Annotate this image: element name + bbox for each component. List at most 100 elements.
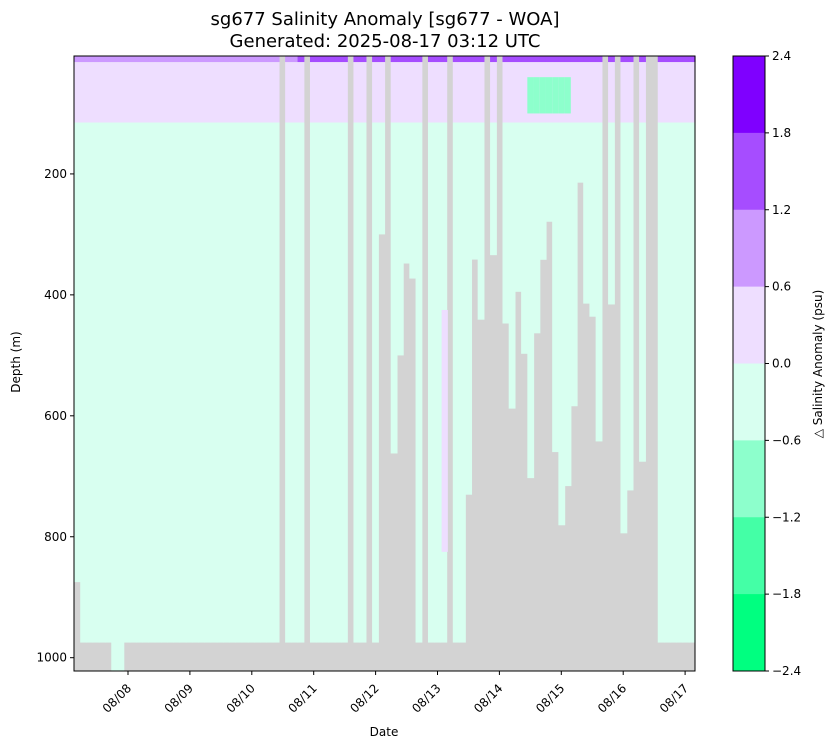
anomaly-cell	[254, 62, 261, 123]
anomaly-cell	[514, 122, 522, 292]
anomaly-cell	[676, 56, 684, 63]
anomaly-cell	[254, 56, 261, 63]
anomaly-cell	[334, 62, 342, 123]
dive-column	[682, 56, 690, 643]
anomaly-cell	[148, 56, 156, 63]
dive-column	[688, 56, 696, 643]
anomaly-cell	[527, 56, 535, 63]
anomaly-cell	[552, 56, 559, 63]
anomaly-cell	[533, 56, 541, 63]
dive-column	[216, 56, 224, 643]
anomaly-cell	[570, 122, 578, 407]
chart-title-line1: sg677 Salinity Anomaly [sg677 - WOA]	[211, 9, 560, 30]
anomaly-cell	[129, 56, 137, 63]
anomaly-cell	[309, 56, 317, 63]
anomaly-cell	[539, 122, 547, 260]
anomaly-cell	[142, 122, 150, 643]
anomaly-cell	[247, 56, 255, 63]
dive-column	[74, 56, 81, 583]
x-tick-label: 08/17	[657, 681, 691, 715]
dive-column	[136, 56, 143, 643]
anomaly-cell	[216, 56, 224, 63]
anomaly-cell	[334, 56, 342, 63]
anomaly-cell	[465, 56, 473, 63]
colorbar-swatch	[733, 594, 765, 672]
anomaly-cell	[490, 62, 497, 123]
anomaly-cell	[123, 122, 131, 643]
anomaly-cell	[322, 122, 330, 643]
anomaly-cell	[595, 62, 603, 123]
anomaly-cell	[266, 62, 274, 123]
anomaly-cell	[86, 56, 94, 63]
anomaly-cell	[682, 62, 690, 123]
anomaly-cell	[558, 122, 566, 526]
dive-column	[657, 56, 665, 643]
anomaly-cell	[272, 122, 280, 643]
anomaly-cell	[577, 122, 584, 183]
anomaly-cell	[98, 62, 106, 123]
anomaly-cell	[173, 62, 181, 123]
anomaly-cell	[210, 122, 218, 643]
dive-column	[514, 56, 522, 292]
colorbar: 2.4 1.8 1.2 0.6 0.0 −0.6 −1.2 −1.8 −2.4	[732, 49, 801, 678]
colorbar-swatch	[733, 517, 765, 595]
dive-column	[98, 56, 106, 643]
anomaly-cell	[334, 122, 342, 643]
x-tick-label: 08/15	[533, 681, 567, 715]
anomaly-cell	[92, 62, 100, 123]
anomaly-cell	[136, 62, 143, 123]
anomaly-cell	[359, 122, 367, 643]
anomaly-cell	[353, 62, 361, 123]
anomaly-cell	[353, 56, 361, 63]
anomaly-cell	[210, 62, 218, 123]
dive-column	[297, 56, 305, 643]
dive-column	[154, 56, 162, 643]
anomaly-cell	[452, 56, 460, 63]
anomaly-cell	[322, 62, 330, 123]
anomaly-cell	[372, 56, 379, 63]
anomaly-cell	[185, 122, 193, 643]
anomaly-cell	[434, 62, 441, 123]
dive-column	[372, 56, 379, 643]
anomaly-cell	[490, 56, 497, 63]
anomaly-cell	[452, 62, 460, 123]
anomaly-cell	[471, 122, 479, 260]
anomaly-cell	[198, 56, 206, 63]
anomaly-cell	[80, 122, 88, 643]
dive-column	[415, 56, 423, 643]
dive-column	[353, 56, 361, 643]
x-tick-label: 08/10	[224, 681, 258, 715]
anomaly-cell	[117, 62, 125, 123]
anomaly-cell	[552, 77, 559, 114]
anomaly-cell	[260, 122, 268, 643]
anomaly-cell	[589, 62, 597, 123]
anomaly-cell	[514, 56, 522, 63]
dive-column	[328, 56, 336, 643]
dive-column	[341, 56, 348, 643]
anomaly-cell	[608, 62, 615, 123]
dive-column	[334, 56, 342, 643]
anomaly-cell	[105, 56, 112, 63]
x-tick-label: 08/13	[409, 681, 443, 715]
anomaly-cell	[620, 122, 628, 534]
anomaly-cell	[216, 62, 224, 123]
anomaly-cell	[136, 122, 143, 643]
anomaly-cell	[545, 122, 553, 222]
anomaly-cell	[396, 56, 404, 63]
colorbar-tick-label: 1.2	[772, 203, 791, 217]
dive-column	[179, 56, 187, 643]
y-tick-label: 200	[44, 167, 67, 181]
anomaly-cell	[521, 56, 528, 63]
anomaly-cell	[247, 122, 255, 643]
anomaly-cell	[583, 122, 591, 304]
anomaly-cell	[241, 62, 249, 123]
dive-column	[403, 56, 410, 264]
anomaly-cell	[409, 56, 417, 63]
anomaly-cell	[465, 62, 473, 123]
anomaly-cell	[688, 122, 696, 643]
dive-column	[148, 56, 156, 643]
dive-column	[471, 56, 479, 260]
dive-column	[223, 56, 230, 643]
anomaly-cell	[608, 122, 615, 305]
